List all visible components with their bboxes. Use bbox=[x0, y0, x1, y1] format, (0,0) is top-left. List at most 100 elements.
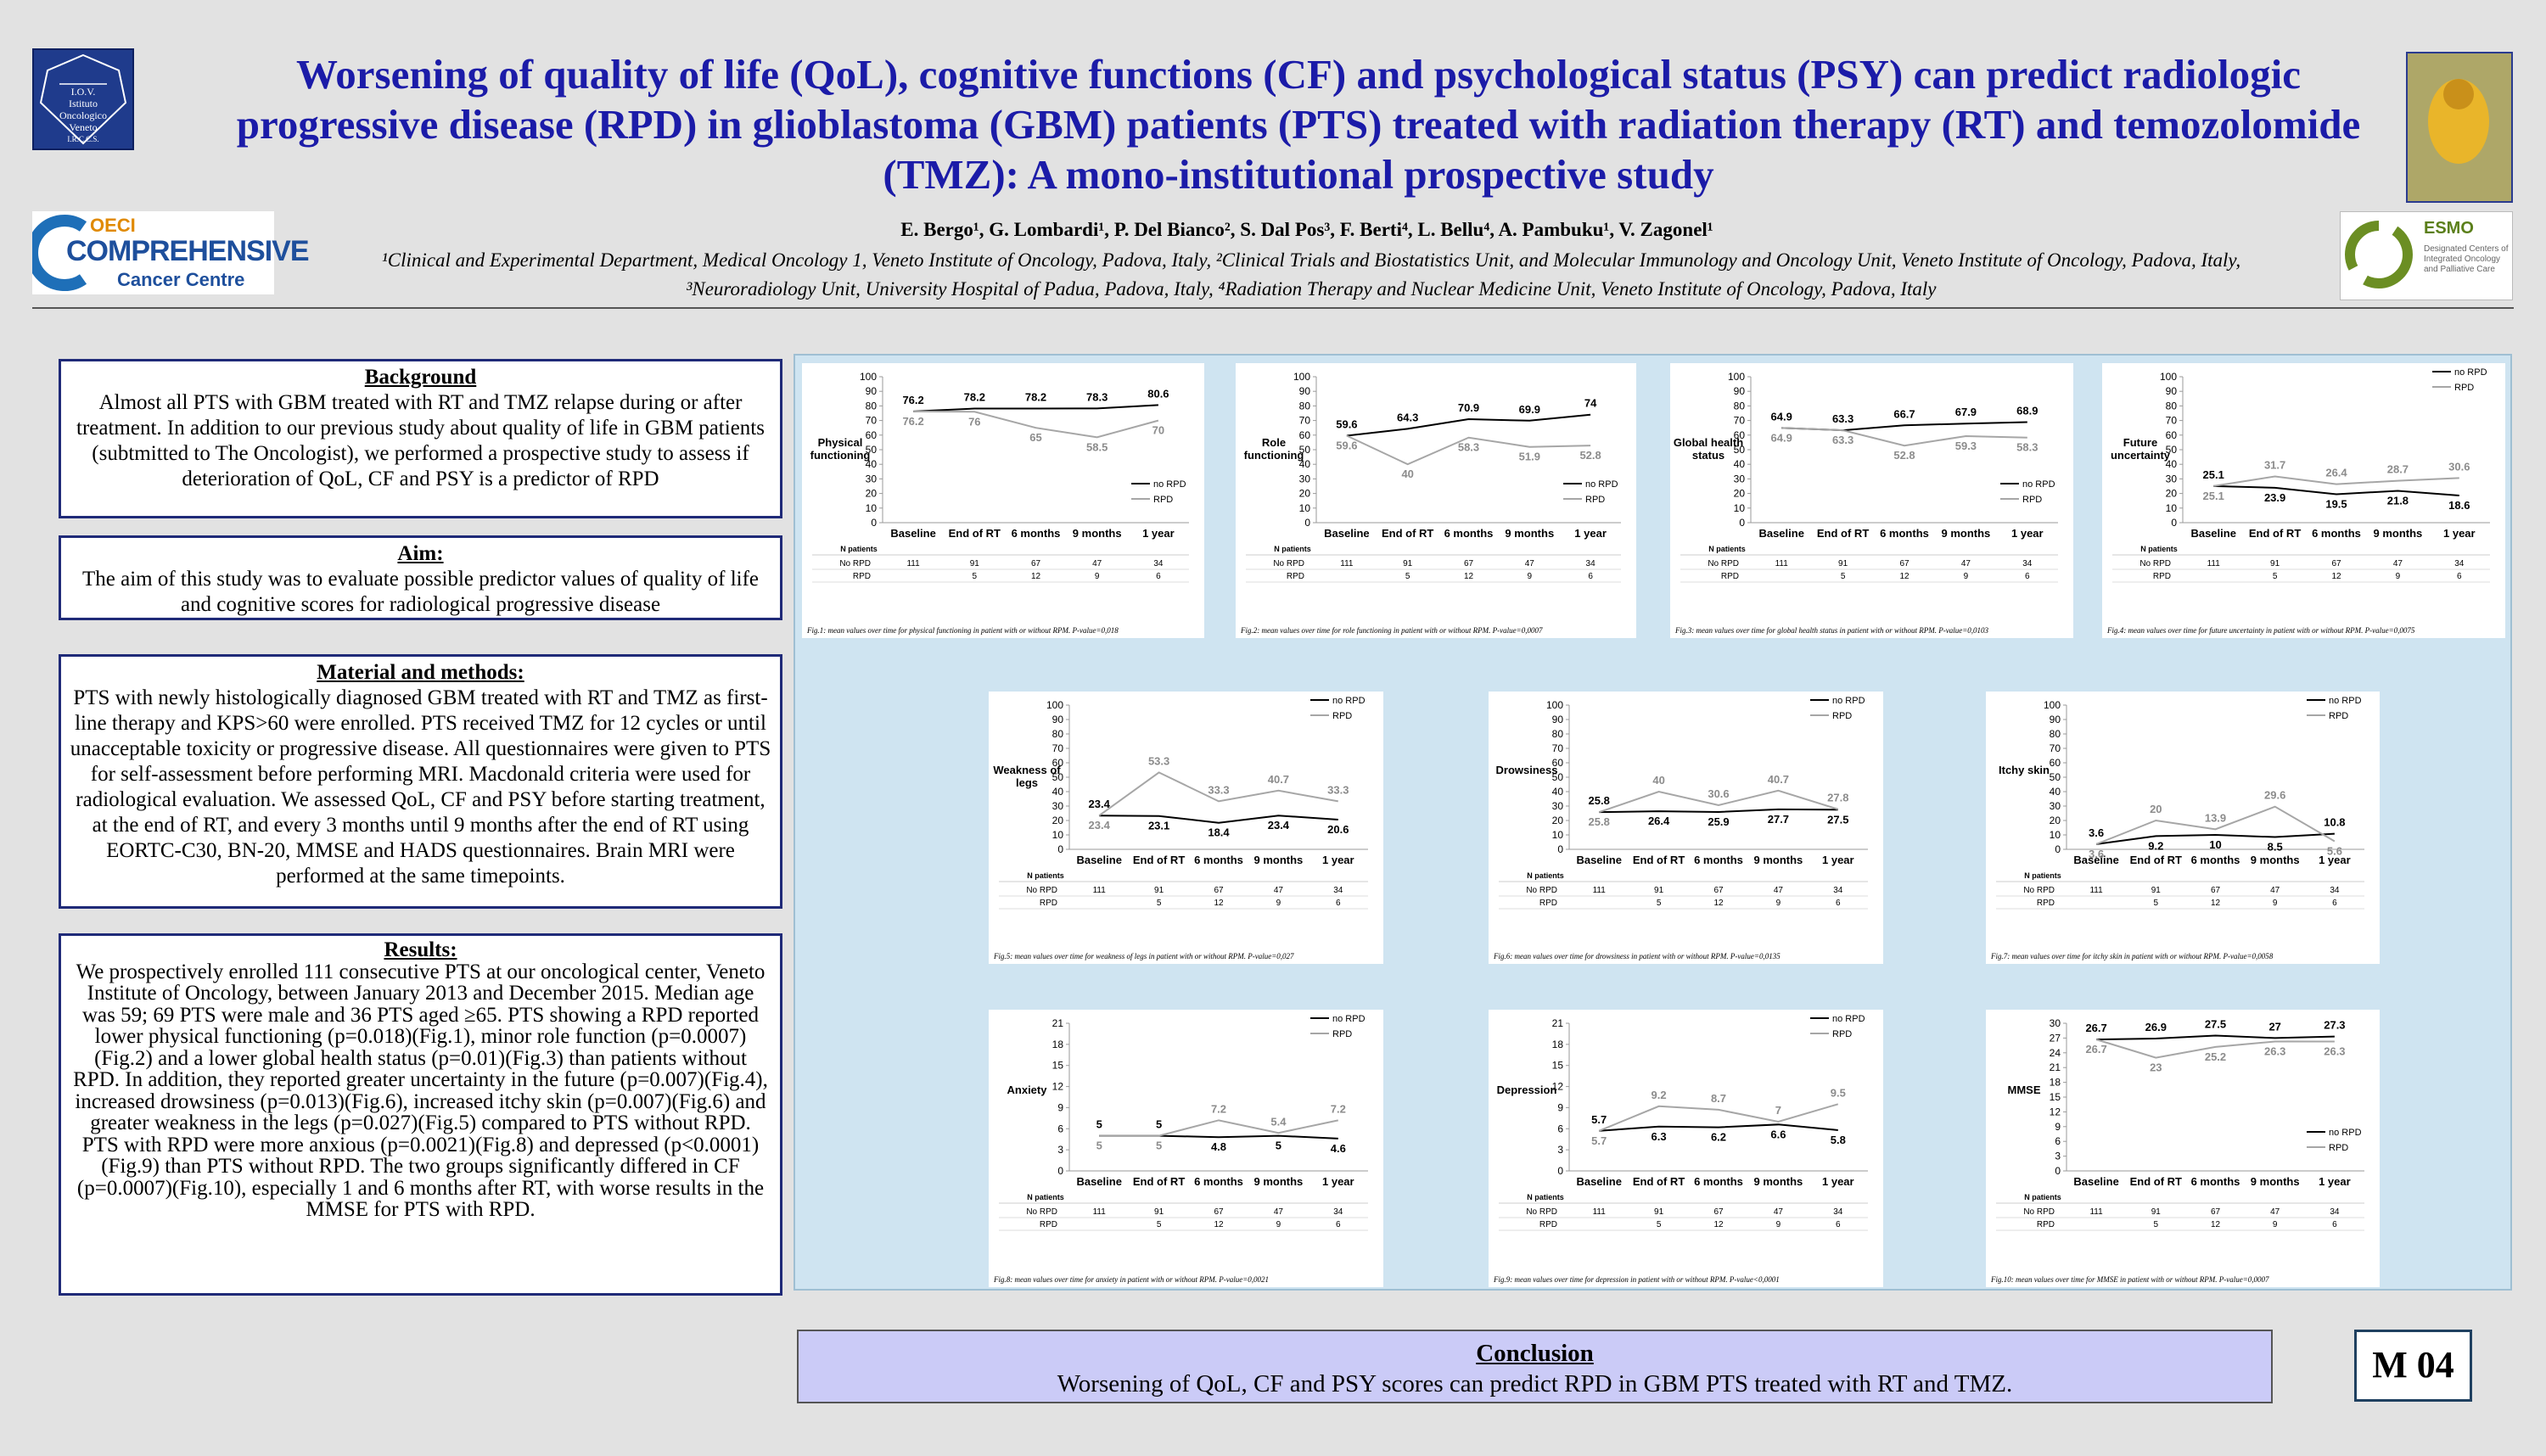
esmo-text: ESMO bbox=[2424, 219, 2474, 238]
data-label: 33.3 bbox=[1327, 783, 1349, 796]
data-label: 70.9 bbox=[1458, 401, 1479, 414]
table-cell: 12 bbox=[2211, 1220, 2221, 1229]
series-line bbox=[2095, 832, 2335, 845]
data-label: 23.4 bbox=[1089, 819, 1111, 832]
table-cell: 67 bbox=[1214, 886, 1224, 895]
data-label: 25.2 bbox=[2205, 1050, 2226, 1063]
table-cell: 6 bbox=[1836, 899, 1841, 908]
x-tick-label: 6 months bbox=[1444, 527, 1494, 540]
conclusion-box: Conclusion Worsening of QoL, CF and PSY … bbox=[797, 1330, 2273, 1403]
table-cell: 111 bbox=[1593, 886, 1607, 895]
iov-emblem bbox=[39, 53, 127, 145]
y-tick-label: 90 bbox=[866, 385, 878, 397]
series-line bbox=[1599, 1123, 1838, 1132]
table-row-label: RPD bbox=[853, 572, 871, 581]
y-tick-label: 30 bbox=[2050, 800, 2061, 812]
y-axis-label: Drowsiness bbox=[1495, 764, 1558, 776]
y-tick-label: 30 bbox=[2166, 473, 2178, 484]
y-tick-label: 40 bbox=[2050, 786, 2061, 798]
y-tick-label: 80 bbox=[1299, 400, 1311, 412]
y-tick-label: 10 bbox=[1052, 829, 1064, 841]
x-tick-label: 9 months bbox=[2374, 527, 2423, 540]
y-tick-label: 10 bbox=[1299, 502, 1311, 514]
figure-caption: Fig.5: mean values over time for weaknes… bbox=[994, 952, 1294, 960]
y-tick-label: 15 bbox=[1052, 1060, 1064, 1072]
legend-label: RPD bbox=[1832, 1029, 1852, 1039]
legend-label: no RPD bbox=[1585, 479, 1618, 490]
y-tick-label: 70 bbox=[866, 415, 878, 427]
table-row-label: No RPD bbox=[1708, 559, 1739, 568]
x-tick-label: 6 months bbox=[1194, 1175, 1243, 1188]
y-axis-label: Role functioning bbox=[1243, 436, 1304, 462]
data-label: 78.3 bbox=[1086, 390, 1108, 403]
table-cell: 9 bbox=[1776, 899, 1781, 908]
data-label: 5.6 bbox=[2327, 844, 2342, 857]
table-cell: 5 bbox=[1841, 572, 1846, 581]
authors: E. Bergo¹, G. Lombardi¹, P. Del Bianco²,… bbox=[900, 219, 1713, 240]
data-label: 52.8 bbox=[1893, 449, 1915, 462]
data-label: 40 bbox=[1652, 774, 1664, 787]
y-tick-label: 20 bbox=[866, 488, 878, 500]
data-label: 3.6 bbox=[2089, 848, 2104, 860]
table-cell: 67 bbox=[1713, 1207, 1724, 1217]
figure: 0 10 20 30 40 50 60 70 80 90 100 Baseline End of RT 6… bbox=[1236, 363, 1636, 638]
data-label: 27.7 bbox=[1768, 813, 1789, 826]
x-tick-label: 1 year bbox=[1142, 527, 1175, 540]
data-label: 66.7 bbox=[1893, 407, 1915, 420]
data-label: 58.3 bbox=[2016, 441, 2038, 454]
x-tick-label: 6 months bbox=[2191, 854, 2240, 866]
table-cell: 111 bbox=[1775, 559, 1789, 568]
table-cell: 5 bbox=[973, 572, 978, 581]
table-title: N patients bbox=[2140, 545, 2178, 553]
data-label: 20.6 bbox=[1327, 823, 1349, 836]
table-row-label: No RPD bbox=[1526, 1207, 1557, 1217]
y-tick-label: 90 bbox=[2166, 385, 2178, 397]
table-cell: 34 bbox=[1333, 886, 1343, 895]
y-tick-label: 10 bbox=[2166, 502, 2178, 514]
y-tick-label: 100 bbox=[2160, 371, 2177, 383]
iov-text: I.O.V. Istituto Oncologico Veneto I.R.C.… bbox=[34, 86, 132, 145]
table-cell: 5 bbox=[2154, 1220, 2159, 1229]
methods-box: Material and methods: PTS with newly his… bbox=[59, 654, 782, 909]
table-cell: 5 bbox=[2273, 572, 2278, 581]
y-tick-label: 40 bbox=[1734, 458, 1746, 470]
oeci-text: COMPREHENSIVE bbox=[66, 235, 309, 267]
oeci-text: Cancer Centre bbox=[117, 269, 245, 290]
table-cell: 91 bbox=[1154, 1207, 1164, 1217]
table-cell: 6 bbox=[1156, 572, 1161, 581]
table-cell: 5 bbox=[2154, 899, 2159, 908]
y-tick-label: 10 bbox=[866, 502, 878, 514]
y-tick-label: 3 bbox=[1557, 1144, 1563, 1156]
y-tick-label: 100 bbox=[1728, 371, 1745, 383]
data-label: 5 bbox=[1156, 1118, 1162, 1131]
table-cell: 91 bbox=[1654, 1207, 1664, 1217]
data-label: 4.6 bbox=[1331, 1142, 1346, 1155]
legend-label: no RPD bbox=[1832, 1014, 1865, 1024]
data-label: 23.9 bbox=[2264, 491, 2285, 504]
x-tick-label: 6 months bbox=[2312, 527, 2361, 540]
section-title: Results: bbox=[384, 938, 457, 961]
iov-line: Istituto bbox=[68, 98, 98, 109]
series-line bbox=[913, 404, 1158, 412]
y-tick-label: 9 bbox=[2055, 1121, 2061, 1133]
table-cell: 111 bbox=[2207, 559, 2221, 568]
table-cell: 6 bbox=[1336, 899, 1341, 908]
y-tick-label: 0 bbox=[871, 517, 877, 529]
x-tick-label: 9 months bbox=[1254, 1175, 1304, 1188]
figure: 0 3 6 9 12 15 18 21 Baseline End of RT 6 months 9 m… bbox=[989, 1010, 1383, 1287]
x-tick-label: 9 months bbox=[2251, 854, 2300, 866]
x-tick-label: Baseline bbox=[1076, 854, 1121, 866]
table-row-label: No RPD bbox=[839, 559, 871, 568]
table-cell: 9 bbox=[1276, 1220, 1281, 1229]
data-label: 7.2 bbox=[1211, 1102, 1226, 1115]
figure-caption: Fig.2: mean values over time for role fu… bbox=[1241, 626, 1543, 635]
data-label: 69.9 bbox=[1519, 403, 1540, 416]
section-title: Material and methods: bbox=[317, 661, 524, 684]
table-cell: 67 bbox=[2211, 886, 2221, 895]
figure-caption: Fig.9: mean values over time for depress… bbox=[1494, 1275, 1780, 1284]
table-cell: 12 bbox=[2211, 899, 2221, 908]
y-tick-label: 70 bbox=[1299, 415, 1311, 427]
conclusion-title: Conclusion bbox=[1476, 1340, 1594, 1367]
series-line bbox=[1099, 1119, 1339, 1137]
data-label: 6.3 bbox=[1652, 1130, 1667, 1143]
